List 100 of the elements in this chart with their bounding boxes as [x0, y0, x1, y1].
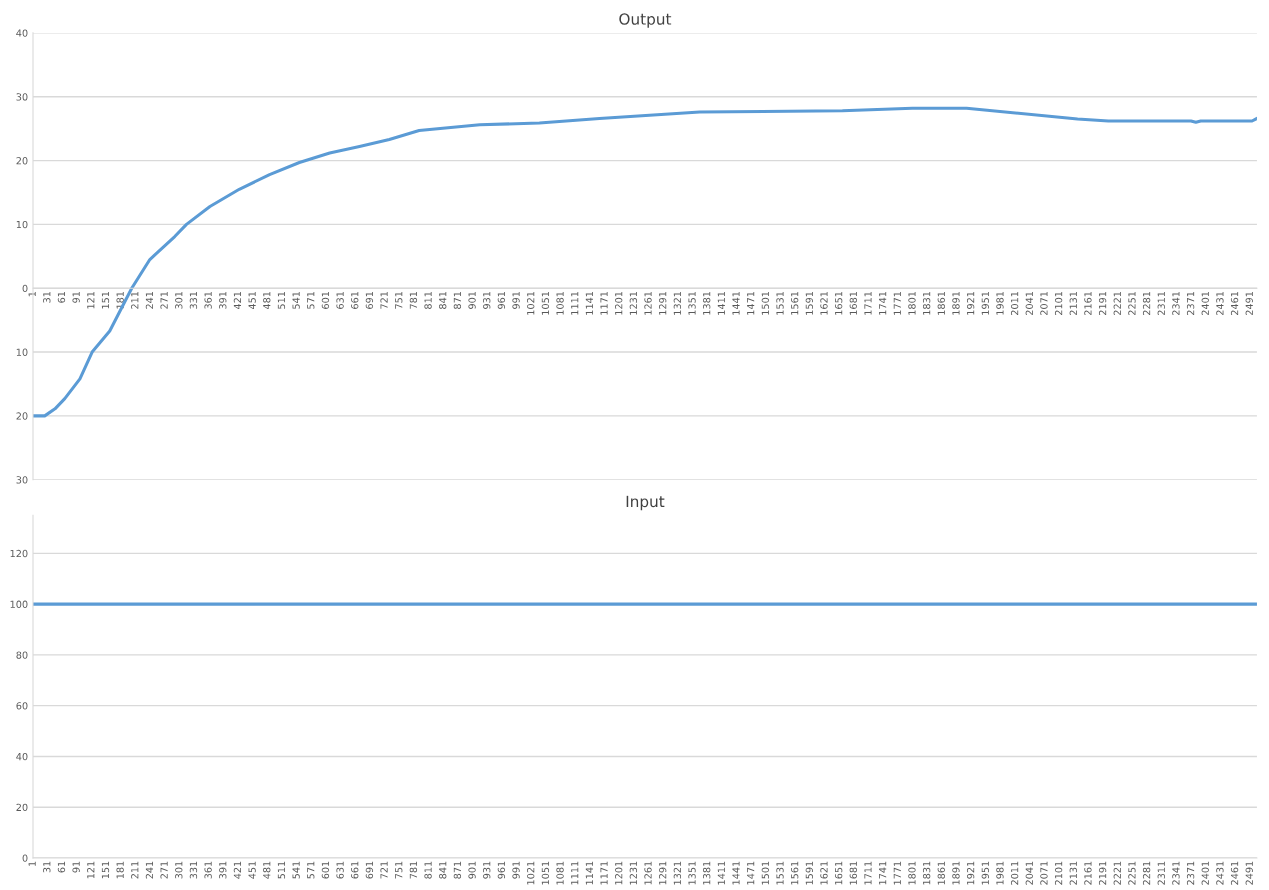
x-tick-label: 1261	[644, 291, 652, 315]
y-tick-label: 10	[16, 348, 28, 356]
x-tick-label: 2341	[1172, 291, 1180, 316]
x-tick-label: 1141	[585, 291, 593, 315]
x-tick-label: 811	[424, 861, 432, 879]
x-tick-label: 1411	[717, 291, 725, 315]
x-tick-label: 451	[248, 291, 256, 310]
x-tick-label: 1171	[600, 291, 608, 315]
x-tick-label: 631	[336, 291, 344, 309]
x-tick-label: 2011	[1010, 291, 1019, 316]
x-tick-label: 2431	[1216, 291, 1224, 316]
x-tick-label: 2281	[1142, 291, 1151, 316]
x-tick-label: 871	[453, 291, 462, 309]
x-tick-label: 451	[248, 861, 256, 879]
x-tick-label: 1651	[834, 861, 843, 885]
y-tick-label: 30	[16, 93, 28, 101]
x-tick-label: 241	[145, 291, 153, 309]
x-tick-label: 121	[87, 861, 95, 879]
x-tick-label: 421	[233, 861, 241, 879]
x-tick-label: 2221	[1113, 291, 1121, 316]
x-tick-label: 121	[87, 291, 95, 309]
x-tick-label: 2371	[1186, 291, 1195, 316]
x-tick-label: 901	[468, 291, 476, 309]
x-tick-label: 2311	[1157, 291, 1165, 316]
x-tick-label: 841	[439, 291, 447, 309]
x-tick-label: 601	[321, 861, 330, 879]
x-tick-label: 1381	[703, 291, 711, 315]
y-tick-label: 20	[16, 803, 28, 812]
y-tick-label: 20	[16, 157, 28, 165]
x-tick-label: 1111	[571, 291, 579, 315]
x-tick-label: 1051	[541, 861, 550, 885]
x-tick-label: 2431	[1216, 861, 1224, 885]
x-tick-label: 271	[160, 291, 168, 309]
x-tick-label: 811	[424, 291, 432, 309]
x-tick-label: 151	[101, 291, 110, 309]
x-tick-label: 1321	[673, 861, 682, 885]
y-tick-label: 0	[22, 854, 28, 862]
x-tick-label: 1441	[732, 861, 740, 885]
x-tick-label: 2161	[1084, 861, 1092, 885]
x-tick-label: 181	[116, 861, 124, 879]
x-tick-label: 661	[351, 291, 359, 309]
x-tick-label: 511	[277, 291, 286, 309]
x-tick-label: 1771	[893, 291, 901, 315]
x-tick-label: 2491	[1245, 291, 1253, 316]
x-tick-label: 571	[307, 861, 315, 879]
x-tick-label: 361	[204, 861, 212, 879]
x-tick-label: 1021	[527, 291, 535, 315]
x-tick-label: 1231	[629, 291, 638, 315]
x-tick-label: 1831	[922, 291, 931, 315]
x-tick-label: 2131	[1069, 861, 1077, 885]
x-tick-label: 2251	[1128, 291, 1136, 316]
x-tick-label: 961	[497, 861, 506, 879]
x-tick-label: 781	[409, 861, 418, 879]
x-tick-label: 1831	[922, 861, 931, 885]
x-tick-label: 2071	[1040, 291, 1048, 316]
x-tick-label: 211	[131, 291, 139, 309]
x-tick-label: 1741	[879, 291, 887, 315]
chart-title: Output	[619, 13, 672, 28]
y-tick-label: 30	[16, 476, 28, 484]
x-tick-label: 2341	[1172, 861, 1180, 885]
x-tick-label: 61	[57, 291, 66, 303]
x-tick-label: 1981	[996, 291, 1004, 315]
x-tick-label: 1351	[688, 291, 696, 315]
x-tick-label: 1621	[820, 861, 828, 885]
x-tick-label: 301	[175, 861, 183, 879]
x-tick-label: 721	[380, 861, 388, 879]
y-tick-label: 40	[16, 752, 28, 761]
x-tick-label: 2281	[1142, 861, 1151, 885]
x-tick-label: 1861	[937, 291, 945, 315]
x-tick-label: 211	[131, 861, 139, 879]
x-tick-label: 1591	[805, 291, 813, 315]
x-tick-label: 481	[263, 861, 271, 879]
x-tick-label: 2221	[1113, 861, 1121, 885]
x-tick-label: 331	[189, 291, 198, 309]
x-tick-label: 391	[219, 861, 227, 879]
y-tick-label: 60	[16, 702, 28, 710]
y-tick-label: 10	[16, 220, 28, 229]
x-tick-label: 541	[292, 291, 300, 309]
x-tick-label: 1621	[820, 291, 828, 315]
x-tick-label: 1	[28, 291, 36, 297]
x-tick-label: 2401	[1201, 861, 1209, 885]
x-tick-label: 391	[219, 291, 227, 309]
x-tick-label: 151	[101, 861, 110, 879]
x-tick-label: 61	[57, 861, 66, 873]
x-tick-label: 1711	[864, 861, 872, 885]
x-tick-label: 2191	[1098, 291, 1107, 316]
y-tick-label: 0	[22, 284, 28, 293]
x-tick-label: 1591	[805, 861, 813, 885]
x-tick-label: 691	[365, 861, 374, 879]
x-tick-label: 901	[468, 861, 476, 879]
x-tick-label: 2071	[1040, 861, 1048, 885]
x-tick-label: 1261	[644, 861, 652, 885]
x-tick-label: 541	[292, 861, 300, 879]
x-tick-label: 2251	[1128, 861, 1136, 885]
x-tick-label: 841	[439, 861, 447, 879]
x-tick-label: 91	[72, 861, 80, 873]
x-tick-label: 1651	[834, 291, 843, 315]
x-tick-label: 1711	[864, 291, 872, 315]
x-tick-label: 301	[175, 291, 183, 309]
x-tick-label: 1201	[615, 861, 623, 885]
